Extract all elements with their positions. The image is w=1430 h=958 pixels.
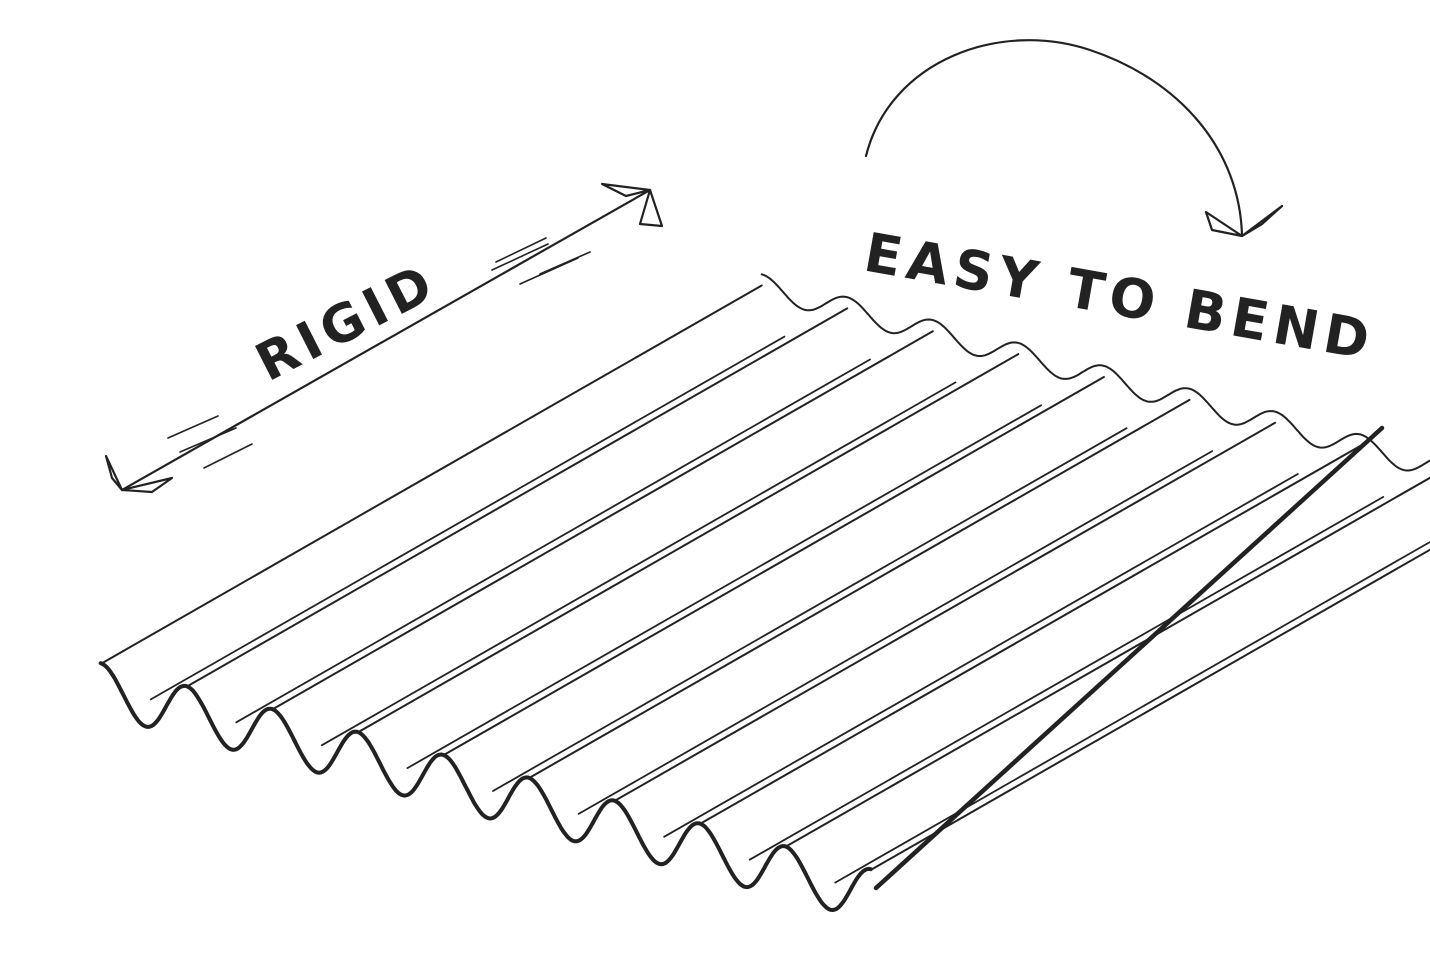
sheet-trough-line — [748, 495, 1385, 861]
bend-arrow-arc — [864, 39, 1244, 238]
rigid-arrowhead-left — [104, 454, 174, 494]
sheet-trough-line — [235, 358, 871, 724]
bend-arrow — [864, 39, 1284, 238]
sheet-ridge-line — [528, 398, 1191, 779]
sheet-trough-line — [320, 381, 957, 747]
sheet-ridge-line — [101, 284, 763, 665]
sheet-front-wavy-edge — [98, 661, 873, 912]
sheet-ridge-line — [871, 548, 1430, 871]
sheet-ridge-line — [699, 444, 1362, 825]
rigid-arrowhead-right — [600, 182, 664, 228]
sheet-ridge-line — [186, 307, 849, 688]
sheet-right-edge — [873, 425, 1385, 891]
sheet-ridge-line — [785, 476, 1430, 848]
sheet-trough-line — [834, 540, 1430, 884]
sheet-ridge-line — [272, 330, 934, 710]
sheet-ridge-line — [357, 353, 1020, 733]
corrugated-sheet — [98, 273, 1430, 912]
sheet-ridge-line — [614, 421, 1276, 802]
sheet-trough-line — [406, 404, 1042, 769]
rigid-double-arrow — [104, 182, 664, 494]
sheet-trough-line — [663, 473, 1299, 838]
motion-lines — [167, 237, 591, 469]
sheet-trough-line — [149, 335, 786, 701]
sheet-ridge-line — [443, 376, 1105, 756]
bend-arrowhead — [1204, 204, 1284, 238]
sheet-trough-line — [492, 427, 1128, 792]
sheet-back-wavy-edge — [760, 273, 1430, 472]
sheet-trough-line — [577, 450, 1214, 815]
